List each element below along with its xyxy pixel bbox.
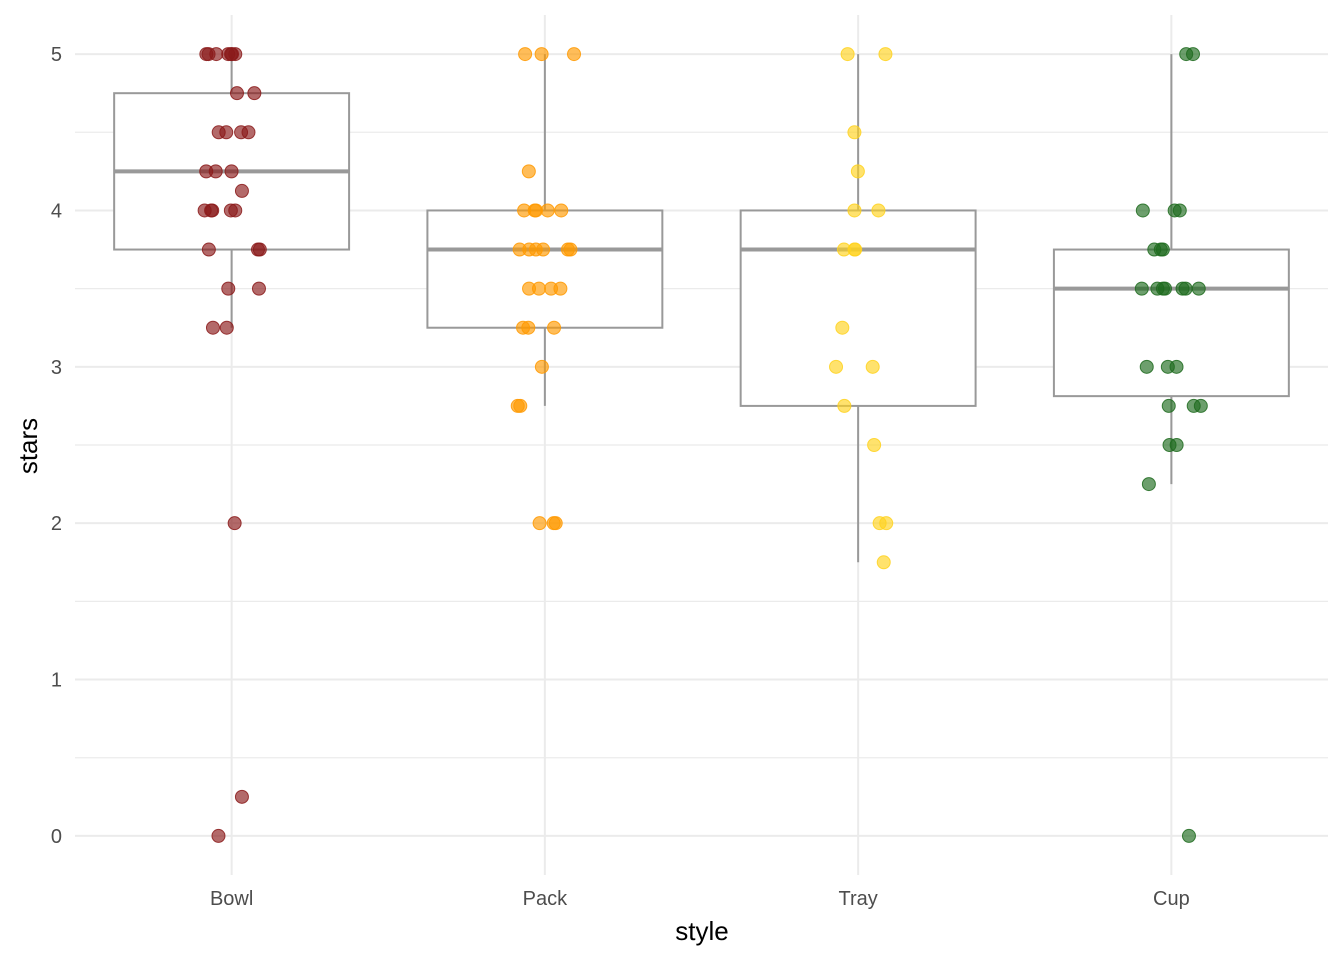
y-tick-label: 3 [51,357,62,379]
data-point [1139,359,1154,374]
data-point [1178,281,1193,296]
x-axis-title: style [675,916,728,946]
data-point [878,47,893,62]
y-tick-label: 2 [51,513,62,535]
data-point [234,183,249,198]
data-point [225,47,240,62]
data-point [847,203,862,218]
data-point [205,320,220,335]
data-point [234,789,249,804]
data-point [1155,281,1170,296]
data-point [208,164,223,179]
data-point [1135,203,1150,218]
points-bowl [197,47,267,843]
x-tick-label-pack: Pack [523,888,568,910]
data-point [1141,477,1156,492]
data-point [1179,47,1194,62]
x-tick-label-cup: Cup [1153,888,1190,910]
data-point [227,516,242,531]
data-point [219,320,234,335]
y-tick-label: 1 [51,670,62,692]
data-point [867,438,882,452]
data-point [560,242,575,257]
data-point [554,203,569,218]
box-cup [1052,54,1290,485]
data-point [840,47,855,62]
box-iqr [426,209,664,329]
data-point [534,47,549,62]
data-point [531,281,546,296]
data-point [850,164,865,179]
data-point [1186,398,1201,413]
y-axis-title: stars [13,418,43,474]
data-point [1161,398,1176,413]
data-point [224,164,239,179]
data-point [510,398,525,413]
data-point [197,203,212,218]
data-point [546,516,561,531]
data-point [1181,828,1196,843]
data-point [837,398,852,413]
points-tray [829,47,894,570]
data-point [1134,281,1149,296]
data-point [879,516,894,531]
data-point [518,47,533,62]
data-point [221,281,236,296]
data-point [1191,281,1206,296]
data-point [553,281,568,296]
data-point [528,203,543,218]
data-point [247,86,262,101]
data-point [252,242,267,257]
data-point [871,203,886,218]
box-layer [113,54,1290,563]
points-pack [510,47,582,531]
data-point [1162,438,1177,452]
x-tick-label-tray: Tray [838,888,877,910]
data-point [1160,359,1175,374]
data-point [567,47,582,62]
data-point [211,828,226,843]
data-point [847,125,862,140]
data-point [1147,242,1162,257]
data-point [229,86,244,101]
data-point [835,320,850,335]
data-point [532,516,547,531]
data-point [251,281,266,296]
data-point [1167,203,1182,218]
x-tick-label-bowl: Bowl [210,888,253,910]
box-tray [739,54,977,563]
data-point [829,359,844,374]
data-point [536,242,551,257]
data-point [876,555,891,570]
data-point [211,125,226,140]
y-tick-label: 4 [51,200,62,222]
data-point [223,203,238,218]
box-iqr [1052,248,1290,398]
data-point [521,320,536,335]
box-pack [426,54,664,406]
point-layer [197,47,1208,843]
data-point [540,203,555,218]
y-tick-label: 5 [51,44,62,66]
data-point [865,359,880,374]
data-point [534,359,549,374]
data-point [521,164,536,179]
data-point [199,47,214,62]
data-point [836,242,851,257]
tick-layer: 0 1 2 3 4 5 Bowl Pack Tray Cup [51,44,1190,910]
box-iqr [739,209,977,407]
y-tick-label: 0 [51,826,62,848]
data-point [547,320,562,335]
data-point [522,242,537,257]
points-cup [1134,47,1208,843]
data-point [234,125,249,140]
data-point [201,242,216,257]
data-point [517,203,532,218]
